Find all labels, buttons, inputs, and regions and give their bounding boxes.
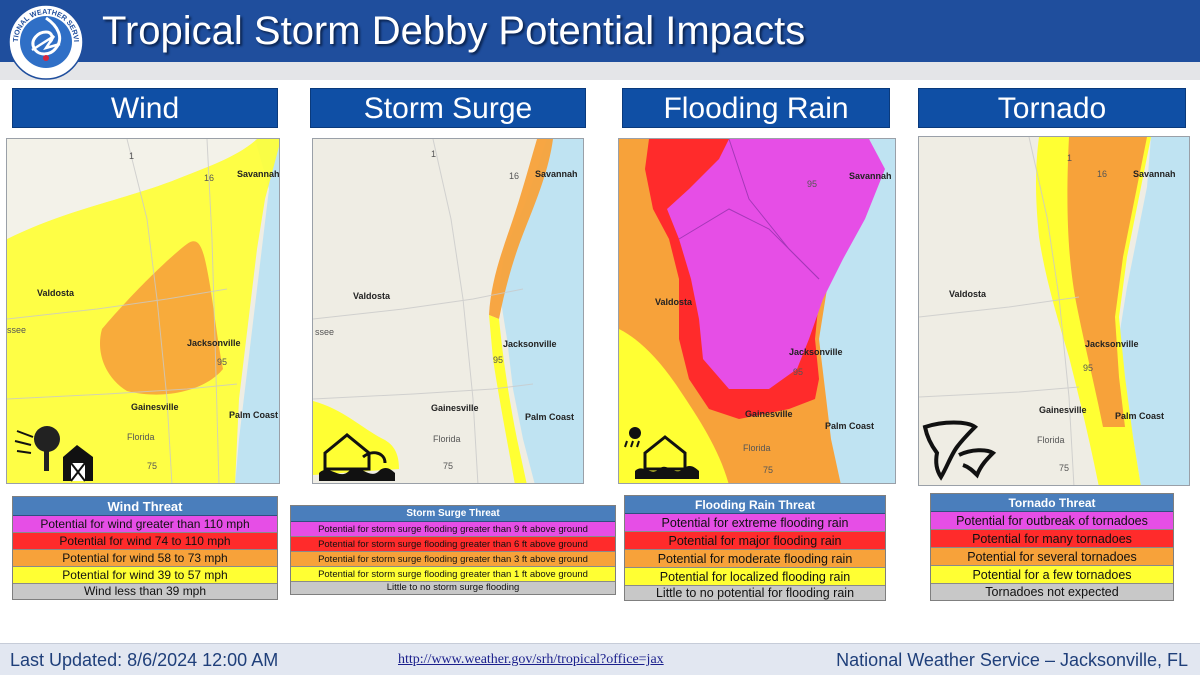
surge-elevated-coastal-area (489, 315, 527, 483)
legend-row-extreme: Potential for outbreak of tornadoes (931, 512, 1173, 530)
map-label-valdosta: Valdosta (37, 288, 75, 298)
map-label-palm-coast: Palm Coast (525, 412, 574, 422)
legend-row-moderate: Potential for moderate flooding rain (625, 550, 885, 568)
legend-row-high: Potential for major flooding rain (625, 532, 885, 550)
legend-title: Storm Surge Threat (291, 506, 615, 522)
map-label-valdosta: Valdosta (353, 291, 391, 301)
map-label-gainesville: Gainesville (431, 403, 479, 413)
map-label-gainesville: Gainesville (745, 409, 793, 419)
legend-row-elevated: Potential for storm surge flooding great… (291, 567, 615, 582)
surge-elevated-gulf-area (313, 401, 399, 475)
tornado-moderate-area (1067, 137, 1147, 427)
map-label-gainesville: Gainesville (131, 402, 179, 412)
legend-row-none: Tornadoes not expected (931, 584, 1173, 600)
flooding-rain-threat-legend: Flooding Rain Threat Potential for extre… (624, 495, 886, 601)
map-label-i75: 75 (147, 461, 157, 471)
map-label-florida: Florida (127, 432, 155, 442)
nws-logo-icon: NATIONAL WEATHER SERVICE (8, 4, 84, 80)
map-label-i16: 16 (1097, 169, 1107, 179)
map-label-jacksonville: Jacksonville (503, 339, 557, 349)
panel-title-tornado: Tornado (918, 88, 1186, 128)
map-label-valdosta: Valdosta (949, 289, 987, 299)
map-label-tallahassee: ssee (7, 325, 26, 335)
flooding-rain-house-icon (624, 427, 699, 479)
wind-moderate-area (99, 241, 223, 395)
map-label-tallahassee: ssee (315, 327, 334, 337)
map-label-jacksonville: Jacksonville (789, 347, 843, 357)
map-label-florida: Florida (1037, 435, 1065, 445)
map-label-palm-coast: Palm Coast (1115, 411, 1164, 421)
map-label-jacksonville: Jacksonville (1085, 339, 1139, 349)
legend-row-moderate: Potential for storm surge flooding great… (291, 552, 615, 567)
map-label-us1: 1 (1067, 153, 1072, 163)
map-label-i75: 75 (763, 465, 773, 475)
map-label-i75: 75 (443, 461, 453, 471)
map-label-us1: 1 (431, 149, 436, 159)
legend-row-moderate: Potential for wind 58 to 73 mph (13, 550, 277, 567)
map-label-i95: 95 (793, 367, 803, 377)
legend-row-high: Potential for many tornadoes (931, 530, 1173, 548)
legend-row-extreme: Potential for extreme flooding rain (625, 514, 885, 532)
map-label-gainesville: Gainesville (1039, 405, 1087, 415)
legend-row-elevated: Potential for wind 39 to 57 mph (13, 567, 277, 584)
map-label-palm-coast: Palm Coast (825, 421, 874, 431)
legend-row-none: Little to no potential for flooding rain (625, 586, 885, 600)
page-title: Tropical Storm Debby Potential Impacts (102, 9, 806, 53)
legend-row-none: Wind less than 39 mph (13, 584, 277, 599)
rain-elevated-area (619, 329, 729, 483)
map-label-savannah: Savannah (849, 171, 892, 181)
legend-row-extreme: Potential for wind greater than 110 mph (13, 516, 277, 533)
map-label-i95: 95 (1083, 363, 1093, 373)
map-label-jacksonville: Jacksonville (187, 338, 241, 348)
last-updated-text: Last Updated: 8/6/2024 12:00 AM (10, 650, 279, 670)
legend-row-elevated: Potential for localized flooding rain (625, 568, 885, 586)
rain-extreme-area (667, 139, 885, 389)
wind-threat-map: Savannah Valdosta ssee Jacksonville Gain… (6, 138, 280, 484)
flooding-rain-threat-map: Savannah Valdosta Jacksonville Gainesvil… (618, 138, 896, 484)
office-name-text: National Weather Service – Jacksonville,… (836, 650, 1188, 670)
legend-title: Wind Threat (13, 497, 277, 516)
storm-surge-threat-map: Savannah Valdosta ssee Jacksonville Gain… (312, 138, 584, 484)
map-label-i16: 16 (204, 173, 214, 183)
map-label-florida: Florida (433, 434, 461, 444)
header-stripe (0, 62, 1200, 80)
map-label-i95: 95 (493, 355, 503, 365)
header-bar: Tropical Storm Debby Potential Impacts (0, 0, 1200, 62)
legend-title: Tornado Threat (931, 494, 1173, 512)
legend-row-high: Potential for storm surge flooding great… (291, 537, 615, 552)
map-label-savannah: Savannah (237, 169, 280, 179)
storm-surge-house-icon (319, 433, 395, 481)
legend-title: Flooding Rain Threat (625, 496, 885, 514)
storm-surge-threat-legend: Storm Surge Threat Potential for storm s… (290, 505, 616, 595)
tornado-threat-map: Savannah Valdosta Jacksonville Gainesvil… (918, 136, 1190, 486)
panel-title-storm-surge: Storm Surge (310, 88, 586, 128)
wind-tree-barn-icon (14, 426, 93, 482)
map-label-i95-top: 95 (807, 179, 817, 189)
legend-row-elevated: Potential for a few tornadoes (931, 566, 1173, 584)
footer-bar: Last Updated: 8/6/2024 12:00 AM http://w… (0, 643, 1200, 675)
tropical-page-link[interactable]: http://www.weather.gov/srh/tropical?offi… (398, 652, 664, 667)
legend-row-extreme: Potential for storm surge flooding great… (291, 522, 615, 537)
map-label-valdosta: Valdosta (655, 297, 693, 307)
map-label-palm-coast: Palm Coast (229, 410, 278, 420)
panel-title-wind: Wind (12, 88, 278, 128)
map-label-i16: 16 (509, 171, 519, 181)
legend-row-none: Little to no storm surge flooding (291, 582, 615, 594)
map-label-savannah: Savannah (535, 169, 578, 179)
panel-title-flooding-rain: Flooding Rain (622, 88, 890, 128)
map-label-florida: Florida (743, 443, 771, 453)
wind-threat-legend: Wind Threat Potential for wind greater t… (12, 496, 278, 600)
tornado-threat-legend: Tornado Threat Potential for outbreak of… (930, 493, 1174, 601)
tornado-icon (922, 420, 997, 481)
legend-row-moderate: Potential for several tornadoes (931, 548, 1173, 566)
map-label-i75: 75 (1059, 463, 1069, 473)
map-label-i95: 95 (217, 357, 227, 367)
map-label-savannah: Savannah (1133, 169, 1176, 179)
legend-row-high: Potential for wind 74 to 110 mph (13, 533, 277, 550)
map-label-us1: 1 (129, 151, 134, 161)
surge-moderate-coastal-area (489, 139, 553, 319)
